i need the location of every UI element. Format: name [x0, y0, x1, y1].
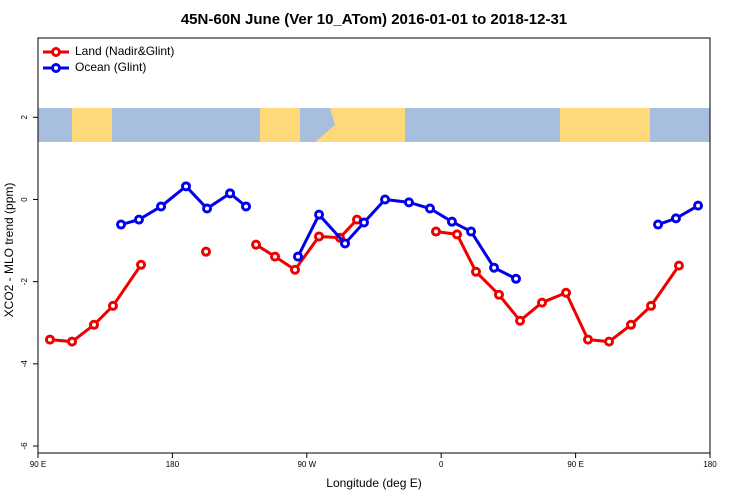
legend-marker	[51, 47, 61, 57]
point	[290, 264, 301, 275]
chart-title: 45N-60N June (Ver 10_ATom) 2016-01-01 to…	[181, 11, 567, 28]
y-tick-label: -4	[20, 360, 29, 368]
point	[425, 203, 435, 214]
x-tick-label: 90 W	[297, 460, 316, 469]
point	[693, 200, 704, 211]
point	[446, 216, 457, 227]
point	[380, 194, 391, 205]
point	[241, 201, 252, 212]
point	[561, 287, 572, 298]
point	[653, 219, 664, 230]
x-axis-label: Longitude (deg E)	[326, 476, 421, 490]
point	[358, 217, 369, 228]
point	[44, 334, 55, 345]
point	[537, 297, 547, 308]
point	[470, 266, 481, 277]
point	[489, 262, 500, 273]
point	[225, 188, 236, 199]
y-tick-label: -2	[20, 278, 29, 286]
point	[292, 251, 303, 262]
point	[670, 213, 681, 224]
y-tick-label: -6	[20, 442, 29, 450]
point	[582, 334, 593, 345]
point	[340, 238, 351, 249]
point	[511, 273, 522, 284]
x-tick-label: 90 E	[567, 460, 583, 469]
point	[452, 229, 463, 240]
point	[251, 239, 262, 250]
point	[403, 197, 414, 208]
point	[314, 231, 325, 242]
point	[201, 246, 211, 257]
point	[67, 336, 78, 347]
point	[626, 319, 637, 330]
legend-label: Ocean (Glint)	[75, 60, 146, 74]
point	[89, 319, 99, 330]
x-tick-label: 0	[439, 460, 444, 469]
x-tick-label: 90 E	[30, 460, 46, 469]
y-tick-label: 2	[20, 115, 29, 120]
point	[604, 336, 615, 347]
series-line	[49, 218, 681, 344]
point	[107, 300, 118, 311]
y-tick-label: 0	[20, 197, 29, 202]
point	[202, 203, 213, 214]
legend-label: Land (Nadir&Glint)	[75, 44, 174, 58]
point	[430, 226, 441, 237]
y-axis-label: XCO2 - MLO trend (ppm)	[2, 183, 16, 318]
point	[136, 259, 147, 270]
point	[515, 315, 526, 326]
point	[466, 226, 477, 237]
point	[116, 219, 127, 230]
point	[493, 289, 504, 300]
point	[646, 300, 657, 311]
x-tick-label: 180	[703, 460, 717, 469]
point	[133, 214, 144, 225]
legend-marker	[51, 63, 61, 73]
plot-frame	[37, 37, 711, 454]
point	[314, 209, 325, 220]
point	[269, 251, 280, 262]
map-strip	[38, 108, 710, 142]
point	[180, 181, 191, 192]
point	[156, 201, 167, 212]
x-tick-label: 180	[166, 460, 180, 469]
point	[673, 260, 684, 271]
